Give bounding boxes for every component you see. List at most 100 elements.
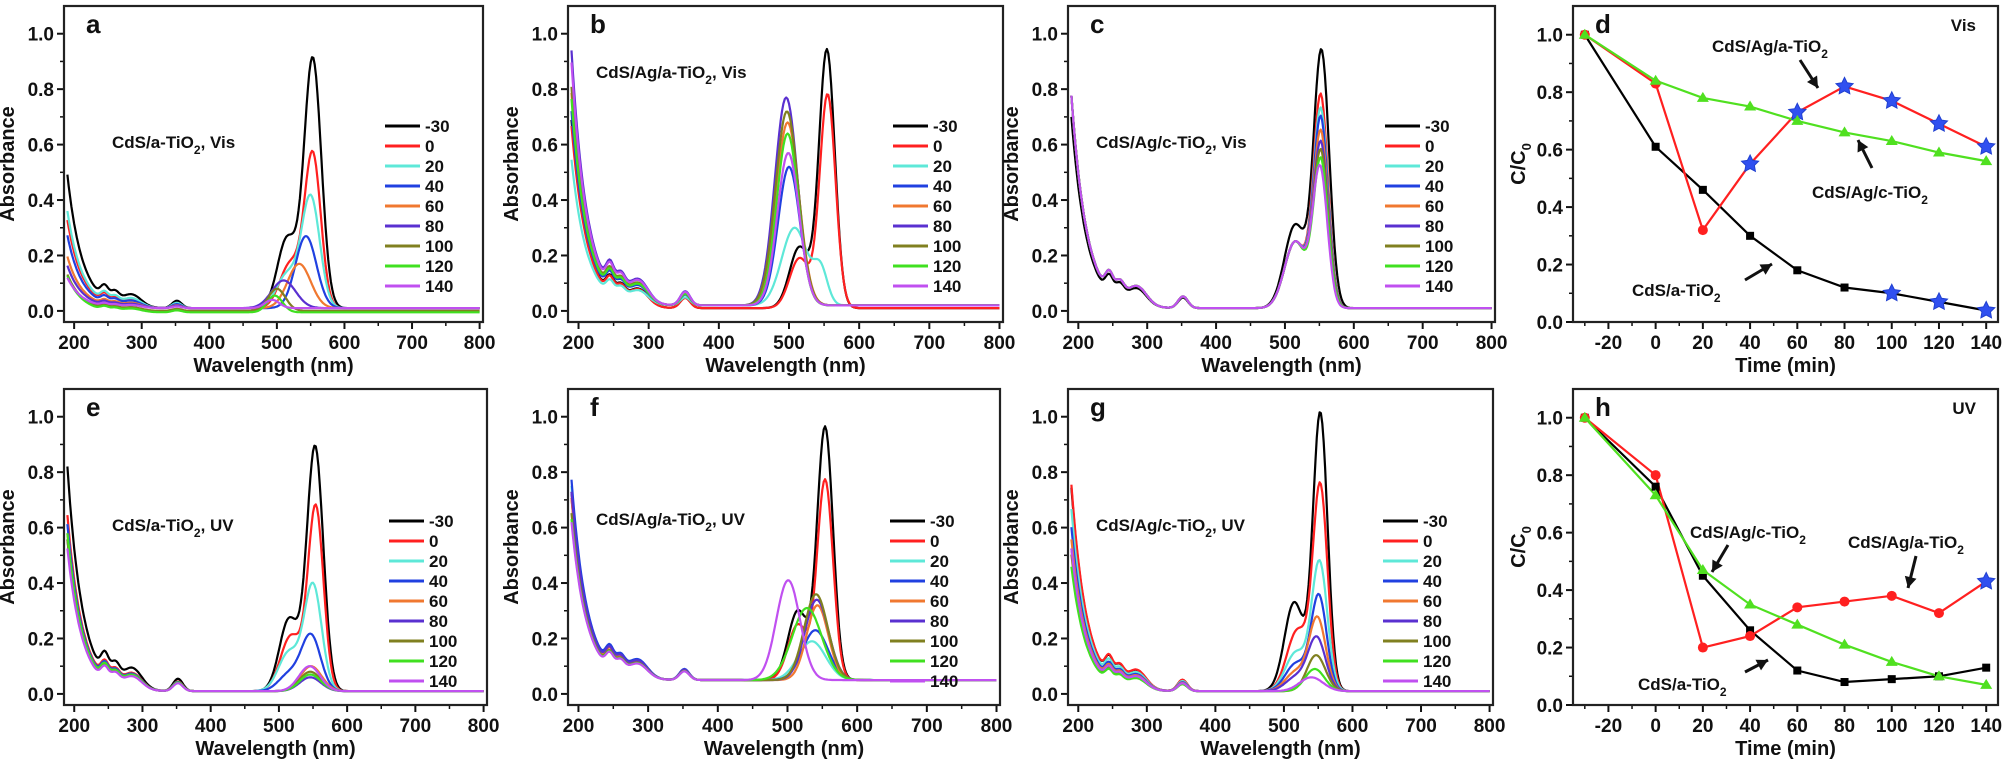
- legend-label: 80: [429, 612, 448, 631]
- square-marker: [1840, 678, 1849, 687]
- condition-label-subscript: 2: [1205, 526, 1212, 540]
- star-marker: [1882, 283, 1902, 302]
- plot-area: [66, 444, 484, 693]
- plot-frame: [1066, 387, 1495, 707]
- legend-label: 140: [425, 277, 453, 296]
- triangle-marker: [1838, 126, 1851, 137]
- x-tick-label: 600: [1337, 716, 1369, 737]
- y-axis-title: Absorbance: [1001, 106, 1023, 222]
- square-marker: [1982, 663, 1991, 672]
- y-tick-label: 0.8: [28, 80, 54, 101]
- x-tick-label: 700: [1407, 333, 1439, 354]
- condition-label-tail: , UV: [712, 510, 746, 529]
- x-tick-label: 20: [1692, 716, 1713, 737]
- y-axis-title: C/C0: [1508, 526, 1534, 568]
- plot-frame: [566, 4, 1005, 324]
- triangle-marker: [1791, 114, 1804, 125]
- circle-marker: [1933, 608, 1944, 619]
- legend-label: 60: [930, 592, 949, 611]
- x-tick-label: 300: [633, 333, 665, 354]
- x-axis-title: Time (min): [1735, 738, 1836, 760]
- y-tick-label: 0.0: [1032, 302, 1058, 323]
- x-tick-label: 400: [702, 716, 734, 737]
- x-tick-label: 300: [127, 716, 159, 737]
- condition-label-tail: , Vis: [1212, 133, 1247, 152]
- x-tick-label: 800: [468, 716, 500, 737]
- plot-frame: [1066, 4, 1497, 324]
- y-tick-label: 0.6: [1537, 524, 1563, 545]
- x-tick-label: 40: [1740, 333, 1761, 354]
- star-marker: [1976, 571, 1996, 590]
- x-tick-label: 800: [1474, 716, 1506, 737]
- plot-area: [570, 47, 1000, 310]
- x-tick-label: 60: [1787, 716, 1808, 737]
- y-axis-title-subscript: 0: [1519, 143, 1534, 150]
- x-tick-label: 100: [1876, 333, 1908, 354]
- legend-label: 40: [429, 572, 448, 591]
- condition-label: CdS/Ag/c-TiO2, Vis: [1096, 133, 1247, 157]
- legend-label: 40: [1425, 177, 1444, 196]
- series-annotation: CdS/Ag/a-TiO2: [1712, 37, 1828, 61]
- x-tick-label: 700: [400, 716, 432, 737]
- y-tick-label: 0.6: [1032, 136, 1058, 157]
- x-tick-label: 400: [195, 716, 227, 737]
- x-tick-label: 300: [1131, 333, 1163, 354]
- series-annotation-main: CdS/a-TiO: [1638, 675, 1720, 694]
- x-tick-label: 200: [563, 716, 595, 737]
- square-marker: [1698, 571, 1707, 580]
- legend-label: -30: [930, 512, 955, 531]
- spectrum-line-120: [66, 275, 480, 314]
- y-tick-label: 0.8: [1537, 466, 1563, 487]
- x-tick-label: 140: [1970, 333, 2002, 354]
- triangle-marker: [1932, 670, 1945, 681]
- legend-label: 140: [429, 672, 457, 691]
- star-marker: [1834, 76, 1855, 95]
- y-tick-label: 0.4: [28, 574, 55, 595]
- y-tick-label: 0.6: [532, 136, 558, 157]
- x-axis-title: Time (min): [1735, 355, 1836, 377]
- y-tick-label: 0.8: [532, 463, 558, 484]
- legend-label: 60: [1423, 592, 1442, 611]
- y-tick-label: 0.6: [28, 136, 54, 157]
- arrow-head-icon: [1759, 264, 1772, 275]
- plot-frame: [1571, 387, 2000, 707]
- y-tick-label: 0.4: [28, 191, 55, 212]
- spectrum-line-140: [570, 62, 1000, 307]
- square-marker: [1746, 231, 1755, 240]
- circle-marker: [1792, 602, 1803, 613]
- y-tick-label: 0.6: [1537, 141, 1563, 162]
- x-tick-label: -20: [1595, 333, 1622, 354]
- y-tick-label: 0.4: [1537, 198, 1564, 219]
- plot-area: [1070, 411, 1490, 693]
- legend-label: -30: [1423, 512, 1448, 531]
- y-tick-label: 0.2: [532, 246, 558, 267]
- x-tick-label: 120: [1923, 716, 1955, 737]
- series-annotation-main: CdS/Ag/c-TiO: [1690, 523, 1799, 542]
- panel-e: 200 300 400 500 600 700 8000.00.20.40.60.81.0W…: [0, 387, 500, 760]
- series-annotation-subscript: 2: [1799, 533, 1806, 547]
- series-annotation-main: CdS/Ag/a-TiO: [1712, 37, 1821, 56]
- y-tick-label: 0.6: [28, 519, 54, 540]
- condition-label: UV: [1952, 399, 1976, 418]
- condition-label-tail: , Vis: [712, 63, 747, 82]
- arrow-head-icon: [1857, 140, 1869, 153]
- condition-label-subscript: 2: [194, 526, 201, 540]
- panel-d: -20 0 20 40 60 80 100 120 1400.00.20.40.60.81.0T…: [1508, 4, 2002, 377]
- square-marker: [1698, 185, 1707, 194]
- condition-label-tail: , UV: [201, 516, 235, 535]
- condition-label-main: CdS/Ag/c-TiO: [1096, 516, 1205, 535]
- triangle-marker: [1696, 563, 1709, 574]
- y-tick-label: 0.4: [532, 191, 559, 212]
- condition-label: Vis: [1951, 16, 1976, 35]
- y-axis-title: Absorbance: [501, 489, 523, 605]
- legend-label: 40: [933, 177, 952, 196]
- circle-marker: [1697, 642, 1708, 653]
- x-axis-title: Wavelength (nm): [195, 738, 355, 760]
- x-tick-label: -20: [1595, 716, 1622, 737]
- series-annotation-main: CdS/Ag/c-TiO: [1812, 183, 1921, 202]
- plot-area: [66, 56, 480, 314]
- legend-label: 0: [429, 532, 438, 551]
- spectrum-line--30: [66, 444, 484, 693]
